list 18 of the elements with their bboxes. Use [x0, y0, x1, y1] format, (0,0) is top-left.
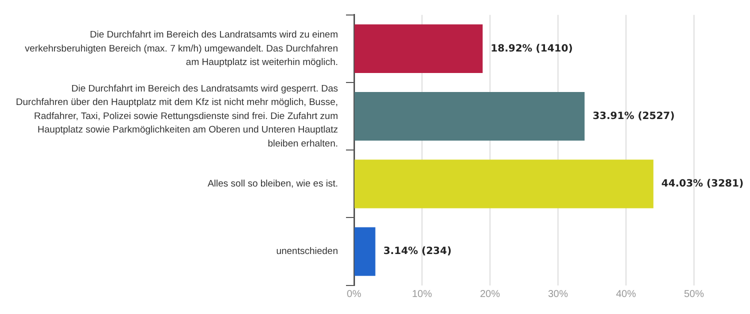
x-tick-label: 20% — [480, 289, 500, 300]
data-label: 33.91% (2527) — [592, 110, 675, 122]
x-tick-label: 30% — [548, 289, 568, 300]
y-tick-label: Die Durchfahrt im Bereich des Landratsamts wird zu einem verkehrsberuhigten Bereich (max. 7 km/h) umgewandelt. Das Durchfahren am Hauptplatz ist weiterhin möglich. — [24, 30, 338, 68]
y-tick-label: Alles soll so bleiben, wie es ist. — [208, 178, 338, 190]
y-tick-label: unentschieden — [276, 246, 338, 258]
x-tick-label: 50% — [684, 289, 704, 300]
x-tick-label: 0% — [346, 289, 362, 300]
data-label: 18.92% (1410) — [490, 43, 573, 54]
x-tick-label: 40% — [616, 289, 636, 300]
x-tick-label: 10% — [412, 289, 432, 300]
data-label: 3.14% (234) — [383, 246, 452, 258]
bar — [354, 92, 585, 141]
y-tick-label: Die Durchfahrt im Bereich des Landratsamts wird gesperrt. Das Durchfahren über den Hauptplatz mit dem Kfz ist nicht mehr möglich, Busse, Radfahrer, Taxi, Polizei sowie Rettungsdienste sind frei. Die Zufahrt zum Hauptplatz sowie Parkmöglichkeiten am Oberen und Unteren Hauptlatz bleiben erhalten. — [16, 83, 338, 150]
bar — [354, 24, 483, 74]
bar — [354, 160, 654, 208]
bar — [354, 227, 376, 276]
data-label: 44.03% (3281) — [661, 178, 744, 190]
